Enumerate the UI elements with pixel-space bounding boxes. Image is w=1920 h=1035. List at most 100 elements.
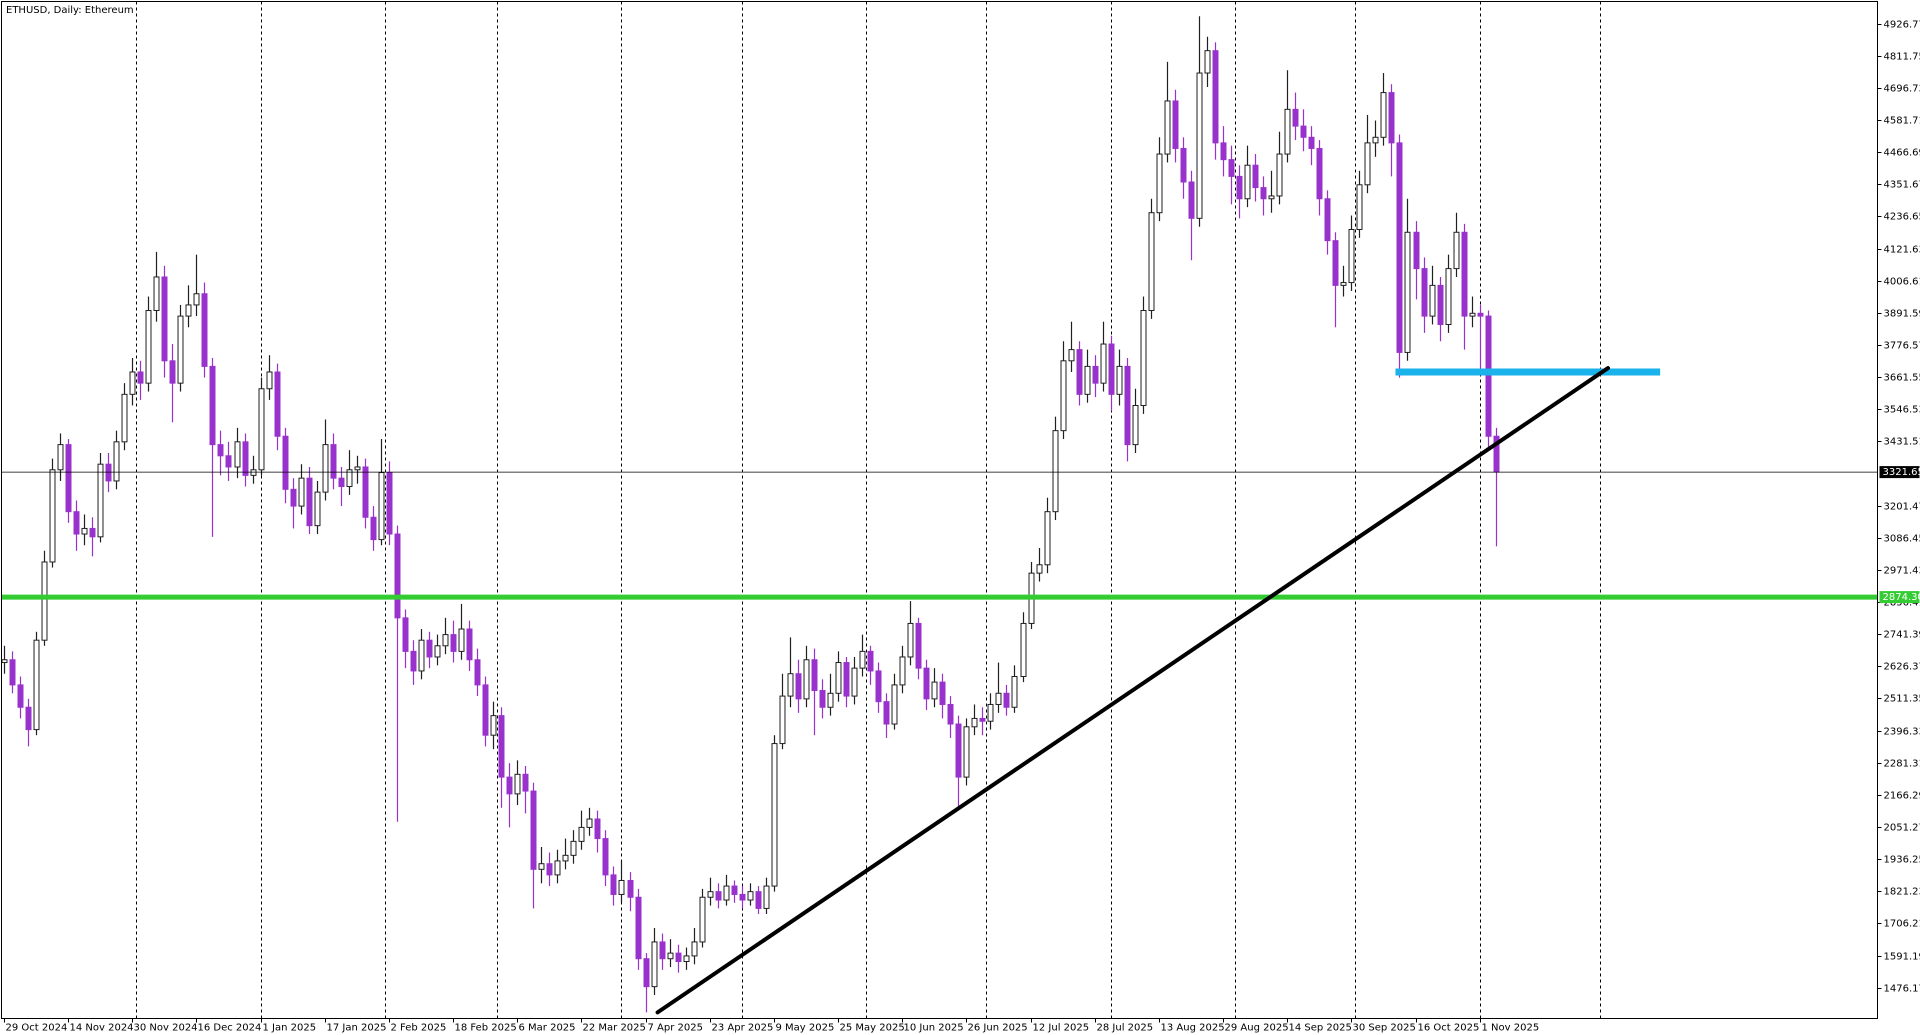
candle-body (795, 673, 802, 700)
x-tick-label: 10 Jun 2025 (904, 1023, 964, 1034)
y-tick-label: 3776.57 (1884, 341, 1920, 352)
candle-body (987, 703, 994, 722)
candle-body (1204, 50, 1211, 74)
candle-body (1052, 430, 1059, 513)
candle-body (763, 885, 770, 909)
candle-body (1268, 195, 1275, 200)
candle-body (1276, 153, 1283, 197)
candle-body (1252, 164, 1259, 189)
candle-body (739, 893, 746, 901)
candle-body (242, 441, 249, 476)
candle-body (1380, 92, 1387, 138)
y-tick-label: 2051.27 (1884, 823, 1920, 834)
candle-body (586, 818, 593, 828)
candle-body (402, 617, 409, 652)
y-tick-label: 2741.39 (1884, 630, 1920, 641)
candle-body (667, 952, 674, 960)
candle-body (129, 371, 136, 395)
x-tick-label: 25 May 2025 (840, 1023, 905, 1034)
candle-body (707, 891, 714, 898)
price-label-bg (1879, 466, 1920, 479)
trendline (655, 366, 1611, 1015)
candle-body (201, 293, 208, 367)
candle-body (1332, 240, 1339, 286)
y-tick-label: 3891.59 (1884, 309, 1920, 320)
x-tick-label: 1 Jan 2025 (263, 1023, 317, 1034)
y-tick-label: 4006.61 (1884, 277, 1920, 288)
candle-body (939, 681, 946, 705)
x-tick-label: 2 Feb 2025 (391, 1023, 447, 1034)
y-tick-label: 4581.71 (1884, 116, 1920, 127)
candle-body (1260, 187, 1267, 200)
candle-body (715, 891, 722, 901)
candle-body (450, 634, 457, 652)
y-tick-label: 4236.65 (1884, 212, 1920, 223)
candle-body (1076, 349, 1083, 395)
y-tick-label: 4696.73 (1884, 84, 1920, 95)
candle-body (89, 527, 96, 538)
candle-body (811, 659, 818, 691)
candle-body (1477, 312, 1484, 317)
candle-body (1124, 365, 1131, 446)
candle-body (97, 463, 104, 538)
candle-body (346, 469, 353, 488)
candle-body (506, 776, 513, 795)
y-tick-label: 3086.45 (1884, 534, 1920, 545)
candle-body (1, 659, 8, 664)
candle-body (1284, 108, 1291, 155)
y-tick-label: 4121.63 (1884, 245, 1920, 256)
candle-body (530, 790, 537, 870)
candle-body (250, 469, 257, 476)
candle-body (153, 276, 160, 312)
candle-body (947, 703, 954, 725)
candle-body (274, 371, 281, 437)
candle-body (787, 673, 794, 697)
y-tick-label: 2281.31 (1884, 759, 1920, 770)
x-tick-label: 6 Mar 2025 (519, 1023, 576, 1034)
candle-body (49, 469, 56, 563)
candle-body (819, 689, 826, 708)
candle-body (57, 444, 64, 471)
candle-body (931, 681, 938, 700)
candle-body (755, 891, 762, 909)
candle-body (362, 466, 369, 518)
candle-body (266, 371, 273, 390)
candle-body (234, 441, 241, 468)
candle-body (1453, 231, 1460, 270)
candle-body (314, 491, 321, 527)
candle-body (1003, 692, 1010, 708)
y-tick-label: 4466.69 (1884, 148, 1920, 159)
candle-body (546, 863, 553, 876)
candle-body (177, 315, 184, 384)
candle-body (25, 706, 32, 731)
candle-body (1429, 284, 1436, 317)
grid-layer (136, 1, 1601, 1019)
candle-body (1036, 564, 1043, 574)
candle-body (330, 444, 337, 479)
candle-body (867, 650, 874, 672)
candle-body (803, 659, 810, 700)
candle-body (161, 276, 168, 362)
candle-body (1372, 136, 1379, 144)
y-tick-label: 1821.23 (1884, 887, 1920, 898)
x-tick-label: 17 Jan 2025 (327, 1023, 387, 1034)
candle-body (1404, 231, 1411, 353)
candle-body (1348, 228, 1355, 284)
x-tick-label: 16 Dec 2024 (198, 1023, 262, 1034)
candle-body (434, 645, 441, 658)
candle-body (1244, 164, 1251, 200)
y-tick-label: 4926.77 (1884, 20, 1920, 31)
candle-body (570, 840, 577, 856)
candle-body (1108, 343, 1115, 395)
candle-body (627, 879, 634, 898)
y-tick-label: 3546.53 (1884, 405, 1920, 416)
support-label-bg (1879, 591, 1920, 604)
candle-body (1060, 360, 1067, 432)
candle-body (859, 650, 866, 669)
candle-body (594, 818, 601, 840)
candle-body (907, 622, 914, 658)
candle-body (522, 773, 529, 792)
x-tick-label: 22 Mar 2025 (583, 1023, 646, 1034)
candle-body (458, 628, 465, 652)
